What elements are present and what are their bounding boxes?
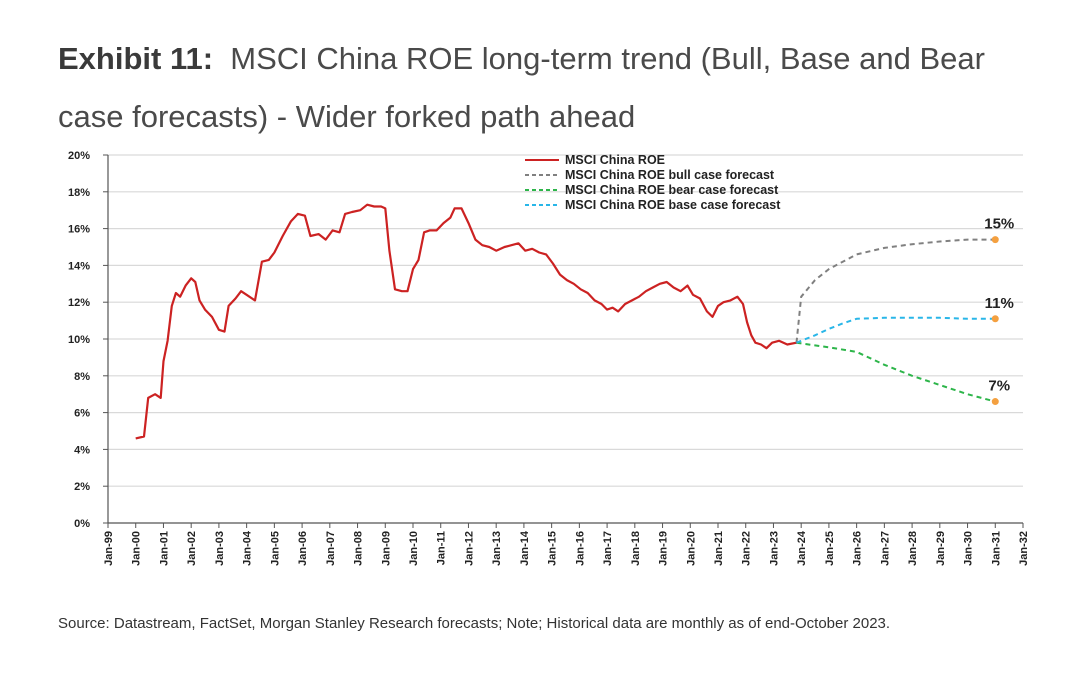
forecast-endpoint-marker <box>991 315 999 323</box>
x-tick-label: Jan-21 <box>713 531 725 566</box>
y-tick-label: 14% <box>68 260 90 272</box>
forecast-endpoint-marker <box>991 236 999 244</box>
x-tick-label: Jan-31 <box>990 531 1002 566</box>
x-tick-label: Jan-07 <box>325 531 337 566</box>
y-tick-label: 20% <box>68 150 90 162</box>
x-tick-label: Jan-26 <box>852 531 864 566</box>
x-tick-label: Jan-24 <box>796 530 808 566</box>
x-tick-label: Jan-00 <box>131 531 143 566</box>
x-tick-label: Jan-18 <box>630 531 642 566</box>
x-tick-label: Jan-02 <box>186 531 198 566</box>
x-tick-label: Jan-10 <box>408 531 420 566</box>
x-tick-label: Jan-01 <box>158 531 170 566</box>
title-text: MSCI China ROE long-term trend (Bull, Ba… <box>58 41 985 134</box>
x-tick-label: Jan-32 <box>1018 531 1030 566</box>
x-tick-label: Jan-99 <box>103 531 115 566</box>
series-lines <box>135 203 996 440</box>
x-tick-label: Jan-08 <box>353 531 365 566</box>
x-tick-label: Jan-17 <box>602 531 614 566</box>
y-axis-ticks: 0% 2% 4% 6% 8% 10% 12% 14% 16% 18% 20% <box>68 150 90 530</box>
x-tick-label: Jan-05 <box>269 531 281 566</box>
y-tick-label: 16% <box>68 224 90 236</box>
roe-line-chart: 0% 2% 4% 6% 8% 10% 12% 14% 16% 18% 20% Jan-99 Jan-0… <box>68 150 1030 566</box>
x-tick-label: Jan-16 <box>574 531 586 566</box>
series-line-roe <box>135 203 797 440</box>
x-tick-label: Jan-25 <box>824 531 836 566</box>
source-note: Source: Datastream, FactSet, Morgan Stan… <box>58 615 891 632</box>
x-tick-label: Jan-04 <box>242 530 254 566</box>
chart-title: Exhibit 11: MSCI China ROE long-term tre… <box>58 30 1048 146</box>
forecast-endpoint-label: 15% <box>984 216 1014 233</box>
y-tick-label: 6% <box>74 408 90 420</box>
series-line-base <box>796 316 996 344</box>
y-tick-label: 12% <box>68 297 90 309</box>
x-tick-label: Jan-27 <box>879 531 891 566</box>
series-line-bull <box>795 238 996 343</box>
y-tick-label: 8% <box>74 371 90 383</box>
x-tick-label: Jan-23 <box>768 531 780 566</box>
x-tick-label: Jan-11 <box>436 531 448 565</box>
x-tick-label: Jan-06 <box>297 531 309 566</box>
y-tick-label: 2% <box>74 481 90 493</box>
y-tick-label: 4% <box>74 444 90 456</box>
gridlines <box>108 154 1023 487</box>
axes <box>103 154 1024 528</box>
x-tick-label: Jan-29 <box>935 531 947 566</box>
legend-label-bear: MSCI China ROE bear case forecast <box>565 183 779 197</box>
x-tick-label: Jan-20 <box>685 531 697 566</box>
x-tick-label: Jan-14 <box>519 530 531 566</box>
x-tick-label: Jan-28 <box>907 531 919 566</box>
legend-label-bull: MSCI China ROE bull case forecast <box>565 168 775 182</box>
legend-label-base: MSCI China ROE base case forecast <box>565 198 781 212</box>
x-axis-ticks: Jan-99 Jan-00 Jan-01 Jan-02 Jan-03 Jan-04 Jan-… <box>103 530 1030 566</box>
forecast-endpoints: 15% 11% 7% <box>984 216 1014 406</box>
x-tick-label: Jan-30 <box>963 531 975 566</box>
y-tick-label: 18% <box>68 187 90 199</box>
x-tick-label: Jan-22 <box>741 531 753 566</box>
forecast-endpoint-label: 11% <box>985 295 1014 312</box>
y-tick-label: 10% <box>68 334 90 346</box>
x-tick-label: Jan-13 <box>491 531 503 566</box>
x-tick-label: Jan-15 <box>547 531 559 566</box>
y-tick-label: 0% <box>74 518 90 530</box>
exhibit-number: Exhibit 11: <box>58 41 214 76</box>
legend-label-roe: MSCI China ROE <box>565 153 665 167</box>
forecast-endpoint-marker <box>991 398 999 406</box>
x-tick-label: Jan-19 <box>658 531 670 566</box>
forecast-endpoint-label: 7% <box>988 378 1010 395</box>
x-tick-label: Jan-03 <box>214 531 226 566</box>
x-tick-label: Jan-09 <box>380 531 392 566</box>
x-tick-label: Jan-12 <box>463 531 475 566</box>
series-line-bear <box>796 341 996 403</box>
